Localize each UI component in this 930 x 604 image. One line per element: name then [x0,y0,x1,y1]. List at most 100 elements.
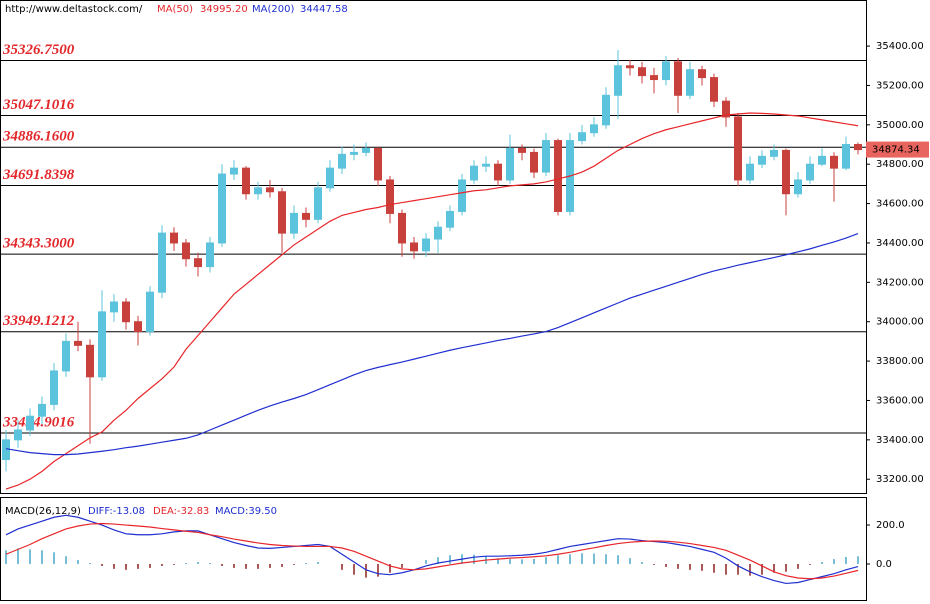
candle-body [86,344,94,378]
candle-body [674,61,682,96]
level-label: 33949.1212 [2,313,75,329]
level-label: 35326.7500 [2,42,75,58]
candle-body [110,301,118,313]
candle-body [314,187,322,220]
candle-body [806,163,814,181]
y-tick-label: 33800.00 [876,356,924,367]
price-tag [866,141,929,158]
candle-body [482,163,490,167]
candle-body [374,147,382,181]
candle-body [614,65,622,96]
candle-body [722,100,730,118]
candle-body [506,147,514,181]
candle-body [830,155,838,169]
main-frame [0,0,867,494]
candle-body [542,140,550,173]
candle-body [182,242,190,260]
y-tick-label: 34200.00 [876,277,924,288]
indicator-line [5,514,859,585]
candle-body [554,140,562,212]
candle-body [770,149,778,157]
level-label: 34886.1600 [2,129,75,145]
y-tick-label: 34400.00 [876,238,924,249]
candle-body [626,65,634,69]
candle-body [710,77,718,102]
candle-body [794,179,802,195]
candle-body [458,179,466,212]
ma50-value: 34995.20 [200,4,248,15]
y-tick-label: 33200.00 [876,474,924,485]
indicator-line [5,522,859,580]
ma50-label: MA(50) [157,4,193,15]
candle-body [818,155,826,165]
y-tick-label: 35400.00 [876,41,924,52]
candle-body [602,94,610,126]
candle-body [98,311,106,378]
level-label: 33434.9016 [2,414,75,430]
candle-body [122,301,130,323]
y-tick-label: 33600.00 [876,395,924,406]
candle-body [530,151,538,173]
dea-label: DEA:-32.83 [153,506,209,517]
candle-body [206,242,214,268]
candle-body [734,116,742,181]
y-tick-label: 33400.00 [876,435,924,446]
y-tick-label: 200.0 [876,520,905,531]
candle-body [446,210,454,228]
candle-body [662,61,670,81]
candle-body [518,147,526,153]
level-label: 35047.1016 [2,97,75,113]
y-tick-label: 34600.00 [876,199,924,210]
candle-body [842,144,850,169]
candle-body [746,163,754,181]
candle-body [494,163,502,181]
site-url: http://www.deltastock.com/ [5,4,143,15]
candle-body [422,238,430,252]
candle-body [578,132,586,142]
y-tick-label: 0.0 [876,559,892,570]
macd-title: MACD(26,12,9) [5,506,81,517]
candle-body [338,153,346,169]
candle-body [686,69,694,96]
indicator-line [5,112,859,490]
candle-body [698,69,706,79]
macd-frame [0,497,867,601]
candle-body [50,370,58,405]
candle-body [242,167,250,195]
candle-body [146,291,154,333]
candle-body [134,321,142,333]
candle-body [62,340,70,372]
candle-body [38,403,46,417]
diff-label: DIFF:-13.08 [88,506,145,517]
candle-body [758,155,766,165]
candle-body [290,212,298,234]
candle-body [218,173,226,244]
level-label: 34343.3000 [2,236,75,252]
y-tick-label: 35200.00 [876,80,924,91]
candle-body [158,232,166,293]
candle-body [590,124,598,134]
candle-body [854,144,862,151]
candle-body [230,167,238,175]
candle-body [326,167,334,189]
candle-body [350,151,358,155]
macd-label: MACD:39.50 [215,506,277,517]
candle-body [278,191,286,234]
y-tick-label: 34800.00 [876,159,924,170]
candle-body [434,226,442,240]
candle-body [194,258,202,268]
candle-body [170,232,178,244]
candle-body [266,187,274,193]
candle-body [302,212,310,220]
candle-body [650,75,658,81]
candle-body [470,165,478,181]
indicator-line [5,233,859,456]
candle-body [638,67,646,77]
price-tag-label: 34874.34 [872,145,920,156]
candle-body [362,147,370,153]
level-label: 34691.8398 [2,167,75,183]
ma200-value: 34447.58 [300,4,348,15]
ma200-label: MA(200) [252,4,294,15]
y-tick-label: 34000.00 [876,317,924,328]
